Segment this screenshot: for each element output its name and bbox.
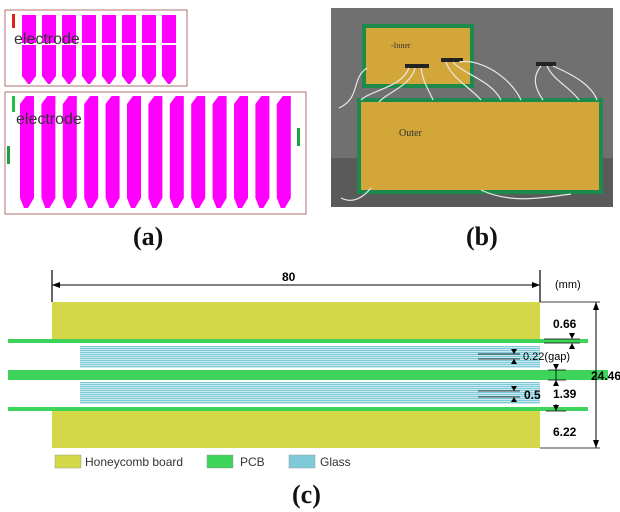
large-electrode-strip <box>20 96 34 208</box>
glass-plate <box>80 364 540 366</box>
glass-plate <box>80 360 540 362</box>
panel-b-label: (b) <box>466 222 498 251</box>
small-electrode-strip <box>122 15 136 84</box>
small-electrode-label: electrode <box>14 31 80 48</box>
glass-plate <box>80 350 540 352</box>
legend-swatch-glass <box>288 454 316 469</box>
large-electrode-strip <box>255 96 270 208</box>
panel-a-label: (a) <box>133 222 164 251</box>
glass-plate <box>80 358 540 360</box>
panel-c-label: (c) <box>292 480 321 509</box>
small-board-marker <box>12 14 15 28</box>
large-electrode-label: electrode <box>16 111 82 128</box>
total-height-label: 24.46 <box>591 369 620 383</box>
glass-plate <box>80 384 540 386</box>
small-electrode-strip <box>102 15 116 84</box>
glass-plate <box>80 362 540 364</box>
pcb-outer-top <box>8 339 588 343</box>
glass-plate <box>80 352 540 354</box>
glass-plate <box>80 388 540 390</box>
small-electrode-board: electrode <box>4 9 188 87</box>
small-electrode-strip <box>162 15 176 84</box>
legend-swatch-pcb <box>206 454 234 469</box>
photo-inner-board <box>366 28 470 84</box>
large-electrode-strip <box>41 96 56 208</box>
outer-pcb-thickness: 0.66 <box>553 317 577 331</box>
glass-plate <box>80 346 540 348</box>
legend-honeycomb: Honeycomb board <box>85 455 183 469</box>
glass-plate <box>80 396 540 398</box>
large-electrode-strip <box>276 96 291 208</box>
photo-connector <box>536 62 556 66</box>
legend-pcb: PCB <box>240 455 265 469</box>
small-electrode-strip <box>22 15 36 84</box>
photo-inner-label: -Inner <box>391 41 411 50</box>
large-electrode-strip <box>62 96 77 208</box>
glass-plate <box>80 354 540 356</box>
glass-plate <box>80 386 540 388</box>
large-electrode-strip <box>148 96 163 208</box>
large-electrode-board: electrode <box>4 91 307 215</box>
honeycomb-thickness: 6.22 <box>553 425 577 439</box>
gap-thickness: 0.22(gap) <box>523 351 570 363</box>
board-edge-right <box>297 128 300 146</box>
photo-wires <box>338 60 598 201</box>
legend: Honeycomb board PCB Glass <box>54 454 351 469</box>
glass-plate <box>80 356 540 358</box>
photo-pcb-boards: -Inner Outer <box>331 8 613 207</box>
glass-plate <box>80 402 540 404</box>
honeycomb-top <box>52 302 540 339</box>
pcb-middle <box>8 370 608 380</box>
glass-stack-top <box>80 346 540 368</box>
glass-thickness: 0.5 <box>524 388 541 402</box>
glass-stack-bottom <box>80 382 540 404</box>
large-electrode-strip <box>169 96 184 208</box>
large-electrode-strip <box>212 96 227 208</box>
photo-outer-board <box>361 102 599 190</box>
glass-plate <box>80 392 540 394</box>
honeycomb-bottom <box>52 411 540 448</box>
small-electrode-strip <box>62 15 76 84</box>
glass-plate <box>80 400 540 402</box>
large-electrode-strip <box>105 96 120 208</box>
small-electrode-strip <box>42 15 56 84</box>
legend-swatch-honeycomb <box>54 454 82 469</box>
large-board-marker <box>12 96 15 112</box>
glass-plate <box>80 366 540 368</box>
board-edge-left <box>7 146 10 164</box>
glass-plate <box>80 382 540 384</box>
width-label: 80 <box>282 270 296 284</box>
small-electrode-strip <box>82 15 96 84</box>
large-electrode-strip <box>191 96 206 208</box>
photo-outer-label: Outer <box>399 128 422 139</box>
unit-label: (mm) <box>555 279 581 291</box>
large-electrode-strip <box>234 96 248 208</box>
middle-pcb-thickness: 1.39 <box>553 387 577 401</box>
large-electrode-strip <box>84 96 99 208</box>
glass-plate <box>80 390 540 392</box>
glass-plate <box>80 398 540 400</box>
photo-connector <box>441 58 463 62</box>
large-electrode-strip <box>127 96 141 208</box>
small-electrode-strip <box>142 15 156 84</box>
glass-plate <box>80 348 540 350</box>
pcb-outer-bottom <box>8 407 588 411</box>
glass-plate <box>80 394 540 396</box>
legend-glass: Glass <box>320 455 351 469</box>
photo-connector <box>405 64 429 68</box>
